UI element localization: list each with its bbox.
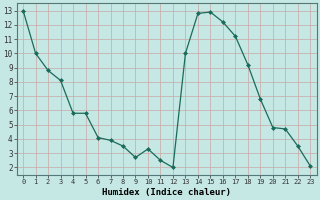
- X-axis label: Humidex (Indice chaleur): Humidex (Indice chaleur): [102, 188, 231, 197]
